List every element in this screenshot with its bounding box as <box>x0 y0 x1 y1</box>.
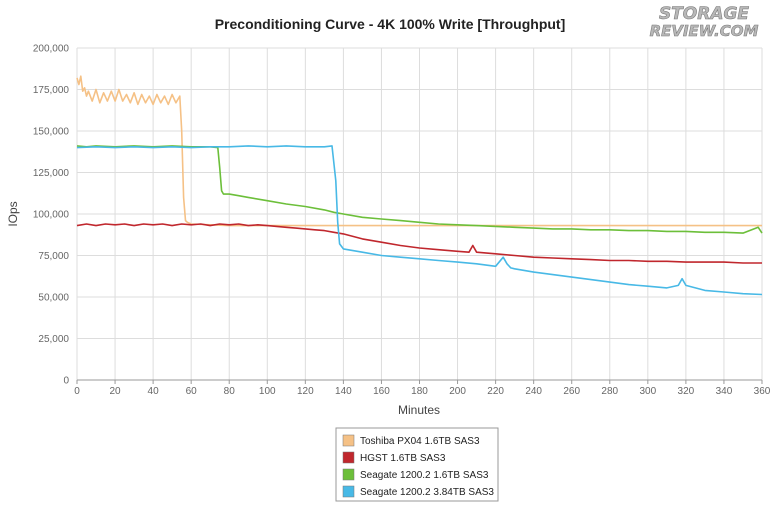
series-line-2 <box>76 223 762 264</box>
x-tick-label: 160 <box>373 386 390 397</box>
x-tick-label: 20 <box>109 386 121 397</box>
x-axis-title: Minutes <box>398 403 440 417</box>
y-tick-label: 150,000 <box>33 127 70 138</box>
x-tick-label: 340 <box>716 386 733 397</box>
x-tick-label: 80 <box>224 386 236 397</box>
y-tick-label: 100,000 <box>33 210 70 221</box>
x-tick-label: 260 <box>563 386 580 397</box>
y-tick-label: 200,000 <box>33 44 70 55</box>
x-tick-label: 0 <box>74 386 80 397</box>
legend-label: Seagate 1200.2 1.6TB SAS3 <box>360 470 489 481</box>
y-tick-label: 0 <box>63 376 69 387</box>
legend: Toshiba PX04 1.6TB SAS3 HGST 1.6TB SAS3 Se… <box>335 427 499 502</box>
x-tick-label: 320 <box>678 386 695 397</box>
chart-title: Preconditioning Curve - 4K 100% Write [T… <box>215 16 566 32</box>
legend-label: HGST 1.6TB SAS3 <box>360 453 446 464</box>
legend-swatch <box>342 468 355 481</box>
legend-swatch <box>342 434 355 447</box>
y-tick-label: 125,000 <box>33 168 70 179</box>
y-axis: 0 25,000 50,000 75,000 100,000 125,000 150,000… <box>33 44 70 387</box>
svg-text:REVIEW.COM: REVIEW.COM <box>650 22 759 40</box>
y-tick-label: 50,000 <box>38 293 69 304</box>
x-tick-label: 200 <box>449 386 466 397</box>
y-tick-label: 175,000 <box>33 85 70 96</box>
x-tick-label: 220 <box>487 386 504 397</box>
legend-label: Toshiba PX04 1.6TB SAS3 <box>360 436 480 447</box>
storage-review-logo: STORAGE REVIEW.COM <box>649 4 759 41</box>
y-tick-label: 75,000 <box>38 251 69 262</box>
y-axis-title: IOps <box>6 201 20 226</box>
x-tick-label: 360 <box>754 386 771 397</box>
x-tick-label: 240 <box>525 386 542 397</box>
x-axis: 0 20 40 60 80 100 120 140 160 180 200 220 240 260 280 3… <box>74 379 771 397</box>
y-tick-label: 25,000 <box>38 334 69 345</box>
x-tick-label: 280 <box>601 386 618 397</box>
x-tick-label: 60 <box>186 386 198 397</box>
x-tick-label: 40 <box>148 386 160 397</box>
series-line-1 <box>76 75 762 227</box>
x-tick-label: 300 <box>639 386 656 397</box>
legend-box <box>335 427 499 502</box>
legend-label: Seagate 1200.2 3.84TB SAS3 <box>360 487 494 498</box>
series-line-4 <box>76 145 763 296</box>
legend-swatch <box>342 451 355 464</box>
x-tick-label: 180 <box>411 386 428 397</box>
legend-swatch <box>342 485 355 498</box>
svg-text:STORAGE: STORAGE <box>659 4 749 24</box>
x-tick-label: 140 <box>335 386 352 397</box>
plot-area <box>76 75 763 296</box>
x-tick-label: 100 <box>259 386 276 397</box>
x-tick-label: 120 <box>297 386 314 397</box>
